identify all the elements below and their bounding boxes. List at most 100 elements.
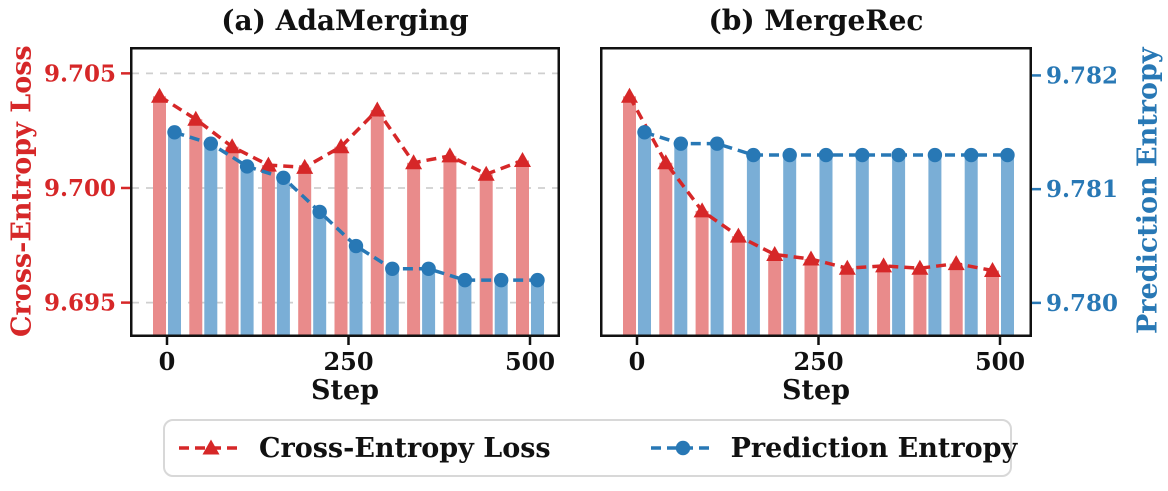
- bar-cross-entropy: [623, 96, 636, 337]
- chart-a-plot-area: 0 250 500 9.705 9.700 9.695: [44, 47, 560, 376]
- bar-cross-entropy: [768, 254, 782, 337]
- bar-prediction-entropy: [204, 143, 218, 337]
- bar-cross-entropy: [407, 162, 421, 337]
- bar-cross-entropy: [153, 96, 166, 337]
- bar-prediction-entropy: [928, 155, 942, 337]
- chart-a-title: (a) AdaMerging: [221, 4, 469, 37]
- bar-cross-entropy: [479, 174, 493, 337]
- cross-entropy-triangle-marker: [151, 87, 168, 103]
- right-y-tick-label: 9.781: [1046, 176, 1118, 203]
- plot-border: [600, 47, 1032, 337]
- cross-entropy-triangle-marker: [477, 165, 495, 181]
- legend-circle-marker: [675, 440, 690, 456]
- bar-cross-entropy: [189, 119, 203, 337]
- bar-cross-entropy: [731, 236, 745, 337]
- chart-b-x-axis-label: Step: [781, 375, 851, 406]
- bar-prediction-entropy: [240, 166, 254, 337]
- bar-prediction-entropy: [313, 211, 327, 337]
- prediction-entropy-circle-marker: [782, 147, 797, 163]
- bar-prediction-entropy: [531, 280, 544, 337]
- prediction-entropy-circle-marker: [964, 147, 979, 163]
- bar-prediction-entropy: [819, 155, 833, 337]
- bar-cross-entropy: [225, 146, 239, 337]
- legend-item-cross-entropy-loss: Cross-Entropy Loss: [179, 433, 551, 464]
- prediction-entropy-circle-marker: [1000, 147, 1015, 163]
- bar-prediction-entropy: [349, 246, 363, 337]
- prediction-entropy-circle-marker: [855, 147, 870, 163]
- prediction-entropy-circle-marker: [348, 238, 364, 254]
- x-tick-label: 500: [505, 347, 555, 376]
- cross-entropy-triangle-marker: [802, 250, 820, 266]
- bar-cross-entropy: [804, 259, 818, 337]
- bar-cross-entropy: [261, 165, 275, 337]
- legend-item-prediction-entropy: Prediction Entropy: [650, 432, 1018, 464]
- legend-label: Prediction Entropy: [730, 432, 1018, 464]
- prediction-entropy-circle-marker: [203, 136, 218, 151]
- blue-dashed-circle-legend-icon: [650, 440, 715, 456]
- cross-entropy-triangle-marker: [766, 245, 784, 261]
- bar-prediction-entropy: [964, 155, 978, 337]
- red-dashed-triangle-legend-icon: [179, 439, 243, 455]
- bar-cross-entropy: [695, 210, 709, 337]
- prediction-entropy-circle-marker: [239, 159, 255, 174]
- right-y-tick-label: 9.780: [1046, 290, 1118, 317]
- bar-cross-entropy: [370, 110, 384, 337]
- prediction-entropy-circle-marker: [891, 147, 906, 163]
- prediction-entropy-circle-marker: [421, 261, 436, 276]
- bar-prediction-entropy: [746, 155, 760, 337]
- bar-prediction-entropy: [783, 155, 797, 337]
- bar-prediction-entropy: [892, 155, 906, 337]
- cross-entropy-triangle-marker: [693, 202, 711, 218]
- prediction-entropy-circle-marker: [530, 272, 545, 288]
- cross-entropy-triangle-marker: [187, 110, 205, 126]
- bar-cross-entropy: [949, 263, 963, 337]
- cross-entropy-triangle-marker: [984, 262, 1001, 278]
- prediction-entropy-circle-marker: [494, 272, 509, 288]
- cross-entropy-triangle-marker: [296, 158, 314, 174]
- bar-cross-entropy: [516, 160, 529, 337]
- bar-cross-entropy: [443, 155, 457, 337]
- bar-prediction-entropy: [710, 143, 724, 337]
- cross-entropy-triangle-marker: [947, 255, 965, 271]
- prediction-entropy-circle-marker: [637, 125, 652, 140]
- bar-prediction-entropy: [458, 280, 472, 337]
- left-y-tick-label: 9.705: [44, 60, 116, 87]
- cross-entropy-line: [158, 94, 524, 177]
- cross-entropy-triangle-marker: [514, 151, 531, 167]
- legend: Cross-Entropy Loss Prediction Entropy: [163, 419, 1017, 477]
- prediction-entropy-circle-marker: [709, 136, 725, 151]
- chart-b-plot-area: 0 250 500 9.782 9.781 9.780: [600, 47, 1118, 376]
- cross-entropy-triangle-marker: [838, 259, 856, 275]
- bar-cross-entropy: [334, 146, 348, 337]
- cross-entropy-triangle-marker: [332, 138, 350, 154]
- cross-entropy-triangle-marker: [911, 259, 929, 275]
- cross-entropy-triangle-marker: [223, 138, 241, 154]
- prediction-entropy-circle-marker: [746, 147, 761, 163]
- bar-prediction-entropy: [1001, 155, 1014, 337]
- bar-prediction-entropy: [276, 177, 290, 337]
- cross-entropy-triangle-marker: [621, 87, 638, 103]
- x-tick-label: 250: [323, 347, 373, 376]
- bar-cross-entropy: [877, 265, 891, 337]
- bar-cross-entropy: [986, 270, 999, 337]
- cross-entropy-triangle-marker: [368, 101, 386, 117]
- left-y-tick-label: 9.700: [44, 175, 116, 202]
- prediction-entropy-circle-marker: [385, 261, 400, 276]
- bar-prediction-entropy: [422, 268, 436, 337]
- cross-entropy-triangle-marker: [441, 147, 459, 163]
- cross-entropy-triangle-marker: [405, 154, 423, 170]
- bar-cross-entropy: [298, 167, 312, 337]
- cross-entropy-triangle-marker: [875, 257, 893, 273]
- x-tick-label: 250: [793, 347, 843, 376]
- bar-cross-entropy: [840, 268, 854, 337]
- prediction-entropy-line: [173, 130, 538, 282]
- bar-prediction-entropy: [674, 143, 688, 337]
- x-tick-label: 500: [975, 347, 1025, 376]
- cross-entropy-triangle-marker: [729, 227, 747, 243]
- prediction-entropy-circle-marker: [312, 204, 327, 220]
- plot-border: [130, 47, 560, 337]
- bar-prediction-entropy: [385, 268, 399, 337]
- legend-triangle-marker: [202, 439, 220, 455]
- bar-prediction-entropy: [494, 280, 508, 337]
